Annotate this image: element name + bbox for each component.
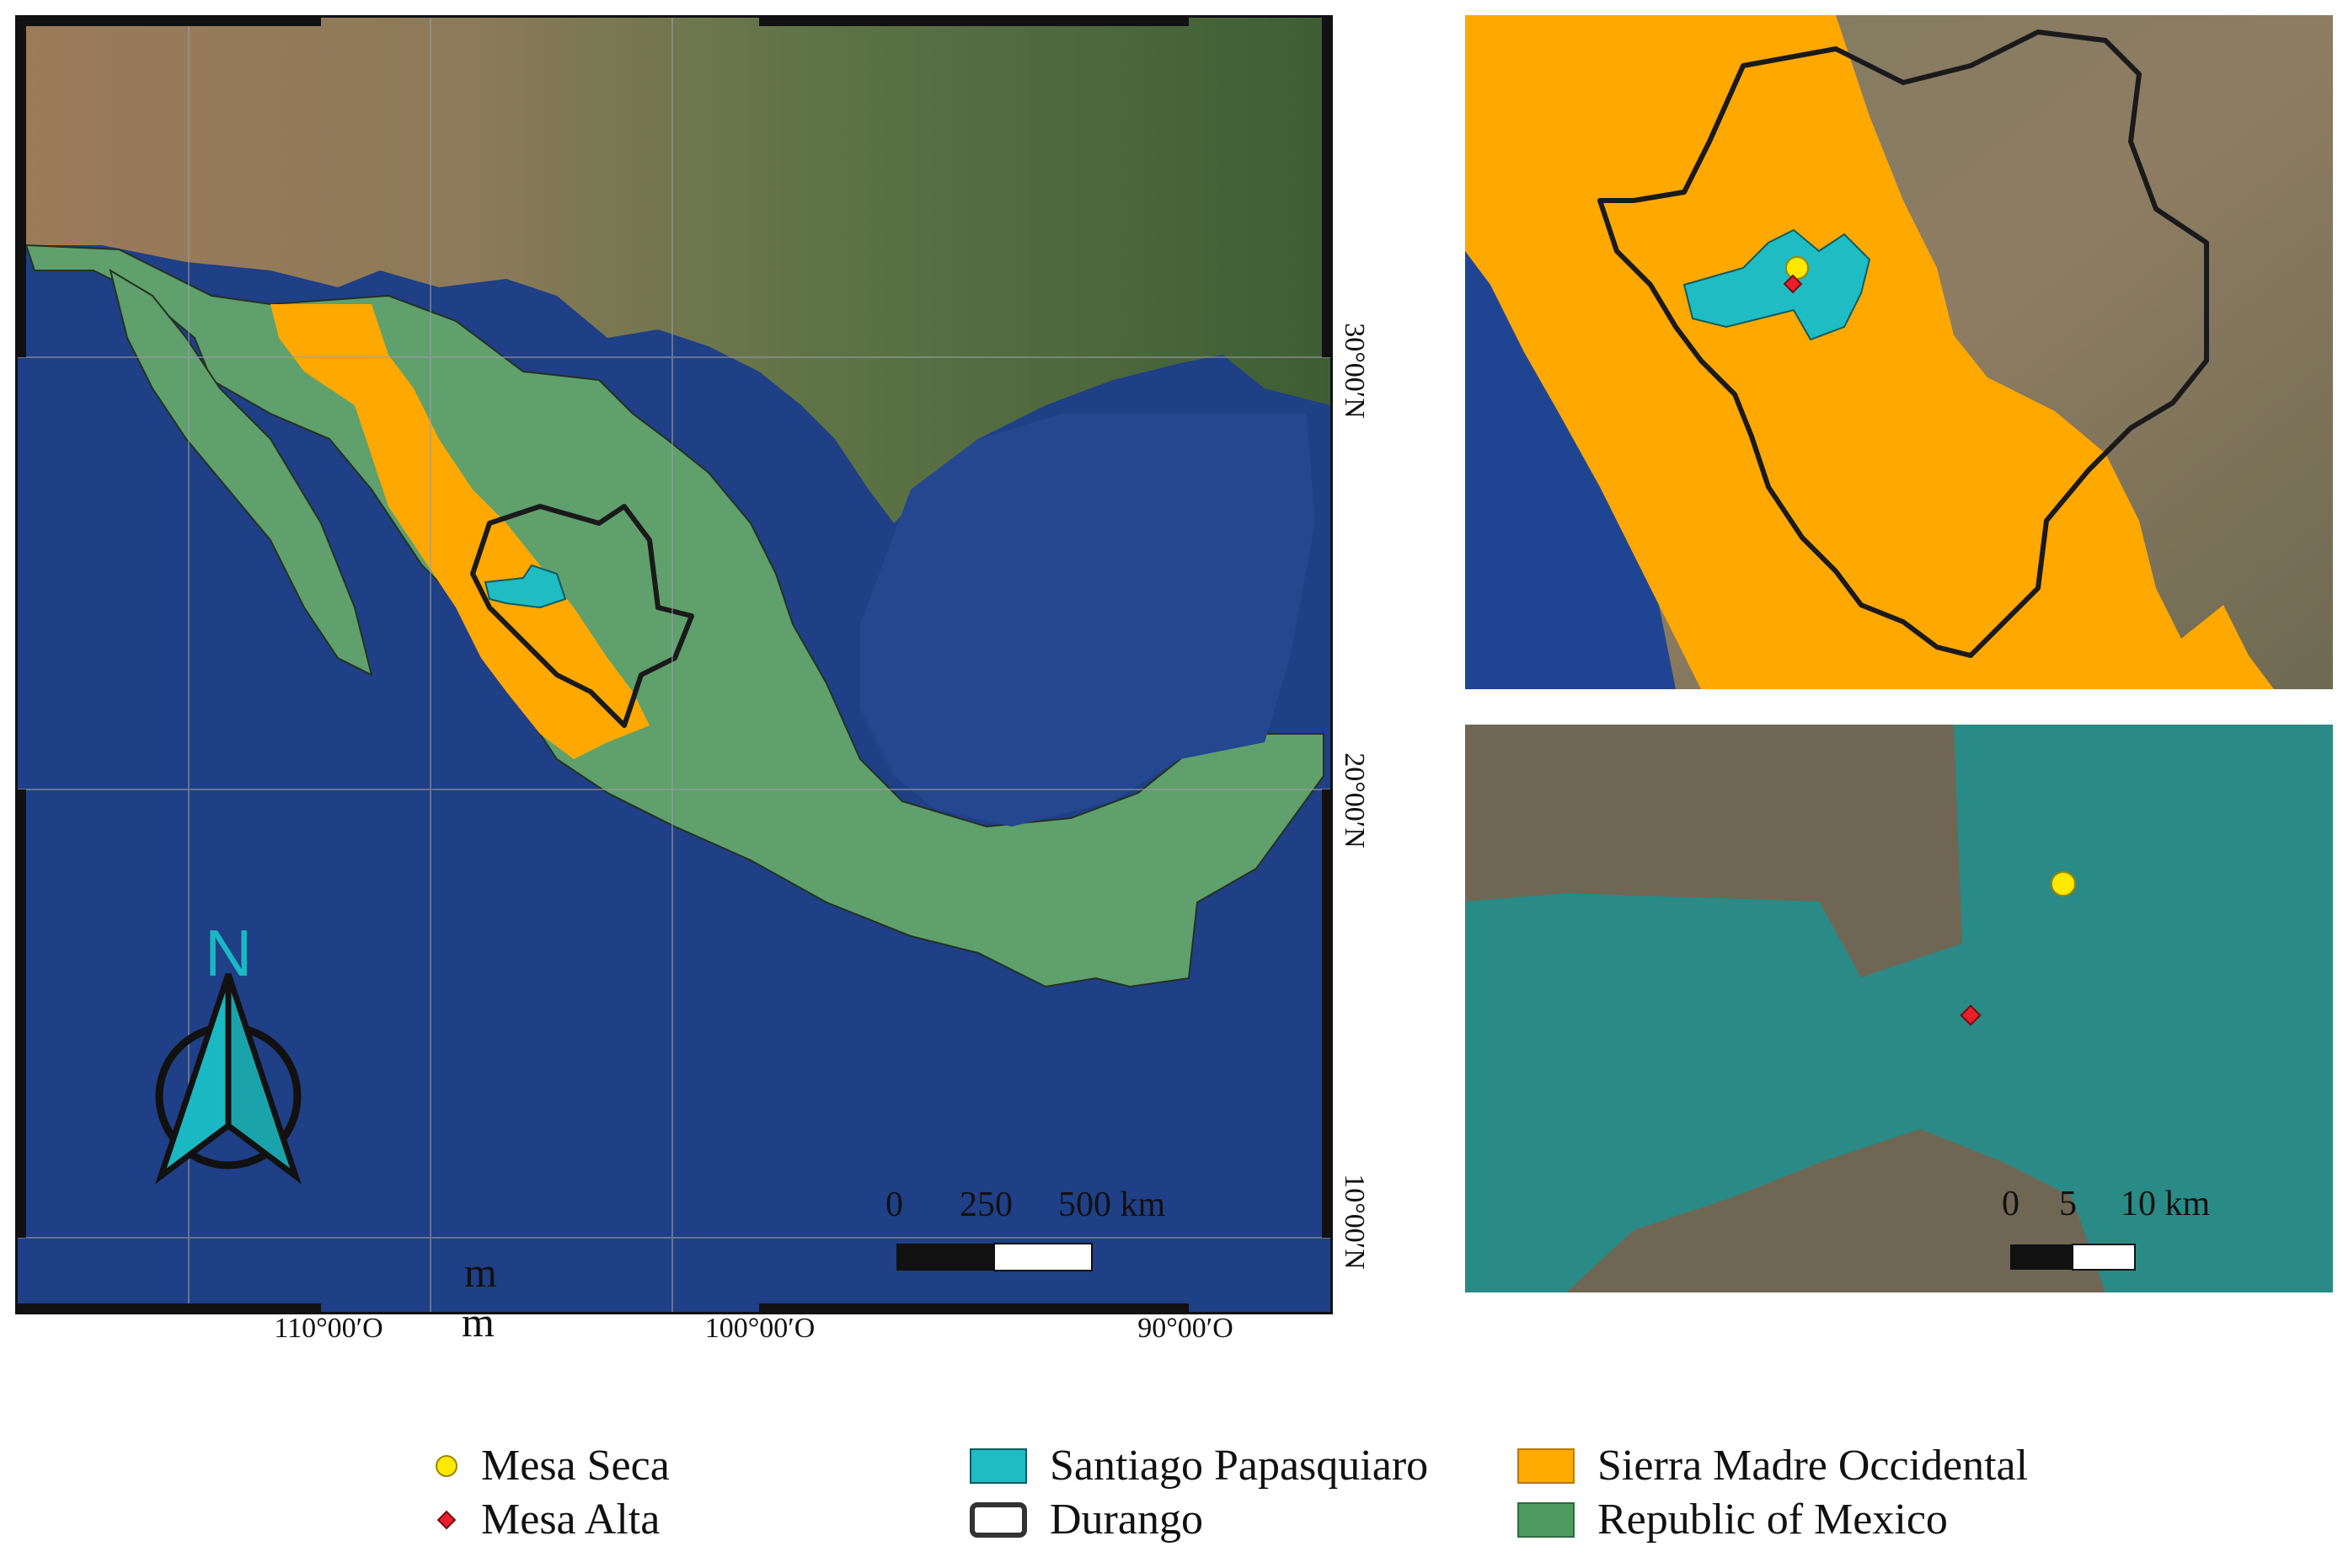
sierra-legend-icon bbox=[1517, 1448, 1575, 1484]
santiago-papasquiaro-zone bbox=[1465, 725, 2333, 1292]
stray-mark: m bbox=[464, 1249, 497, 1296]
legend-label: Republic of Mexico bbox=[1597, 1496, 1948, 1544]
legend-item-sierra: Sierra Madre Occidental bbox=[1517, 1441, 2028, 1490]
legend-label: Mesa Seca bbox=[481, 1442, 670, 1490]
mesa-alta-marker bbox=[1783, 274, 1803, 294]
mesa-seca-marker bbox=[1785, 256, 1809, 280]
legend-label: Durango bbox=[1050, 1496, 1203, 1544]
mesa-alta-marker-bottom bbox=[1960, 1004, 1982, 1026]
legend-label: Mesa Alta bbox=[481, 1496, 661, 1544]
lon-label-110: 110°00′O bbox=[274, 1313, 383, 1344]
main-map[interactable]: N 0 250 500 km m bbox=[15, 15, 1333, 1314]
durango-legend-icon bbox=[970, 1501, 1027, 1538]
mesa-seca-legend-icon bbox=[436, 1454, 457, 1477]
legend-item-santiago: Santiago Papasquiaro bbox=[969, 1441, 1428, 1490]
north-label: N bbox=[205, 916, 253, 990]
durango-outline bbox=[470, 504, 694, 728]
main-scale-zero: 0 bbox=[885, 1185, 903, 1224]
inset-scale-bar bbox=[2010, 1244, 2136, 1271]
legend-item-mexico: Republic of Mexico bbox=[1517, 1495, 1948, 1544]
lon-label-100: 100°00′O bbox=[704, 1313, 816, 1344]
legend-label: Sierra Madre Occidental bbox=[1597, 1442, 2029, 1490]
main-scale-bar bbox=[896, 1243, 1093, 1271]
north-arrow-icon bbox=[155, 972, 302, 1185]
lon-label-90: 90°00′O bbox=[1137, 1313, 1233, 1344]
mexico-territory bbox=[24, 243, 1324, 988]
stray-mark-2: m bbox=[462, 1298, 495, 1346]
durango-outline-inset bbox=[1597, 29, 2209, 658]
main-map-canvas bbox=[18, 18, 1330, 1312]
baja-california bbox=[109, 268, 373, 677]
inset-santiago-canvas bbox=[1465, 725, 2333, 1292]
mesa-alta-legend-icon bbox=[436, 1510, 457, 1529]
lat-label-20: 20°00′N bbox=[1338, 752, 1370, 848]
main-scale-end: 500 km bbox=[1058, 1185, 1166, 1224]
lat-label-30: 30°00′N bbox=[1338, 323, 1370, 419]
inset-scale-zero: 0 bbox=[2002, 1185, 2019, 1223]
pacific-ocean bbox=[1465, 234, 1676, 689]
main-scale-mid: 250 bbox=[960, 1185, 1013, 1224]
mexico-legend-icon bbox=[1517, 1501, 1575, 1538]
legend-label: Santiago Papasquiaro bbox=[1050, 1442, 1429, 1490]
inset-santiago-map[interactable]: 0 5 10 km bbox=[1465, 725, 2333, 1292]
legend-item-mesa-seca: Mesa Seca bbox=[434, 1441, 670, 1490]
santiago-legend-icon bbox=[970, 1448, 1027, 1484]
legend-item-durango: Durango bbox=[969, 1495, 1203, 1544]
map-frame-ticks bbox=[18, 18, 1330, 1312]
mesa-seca-marker-bottom bbox=[2051, 871, 2076, 896]
inset-scale-end: 10 km bbox=[2121, 1185, 2211, 1223]
inset-durango-map[interactable] bbox=[1465, 15, 2333, 689]
united-states-land bbox=[18, 18, 1330, 523]
inset-scale-mid: 5 bbox=[2059, 1185, 2077, 1223]
gulf-of-mexico bbox=[860, 414, 1315, 827]
lat-label-10: 10°00′N bbox=[1338, 1174, 1370, 1270]
sierra-madre-occidental-inset bbox=[1465, 15, 2274, 689]
legend-item-mesa-alta: Mesa Alta bbox=[434, 1495, 660, 1544]
map-legend: Mesa Seca Mesa Alta Santiago Papasquiaro… bbox=[0, 1441, 2343, 1559]
sierra-madre-occidental-region bbox=[270, 304, 650, 759]
santiago-papasquiaro-inset bbox=[1682, 228, 1871, 341]
santiago-papasquiaro-area bbox=[484, 564, 567, 609]
inset-durango-canvas bbox=[1465, 15, 2333, 689]
